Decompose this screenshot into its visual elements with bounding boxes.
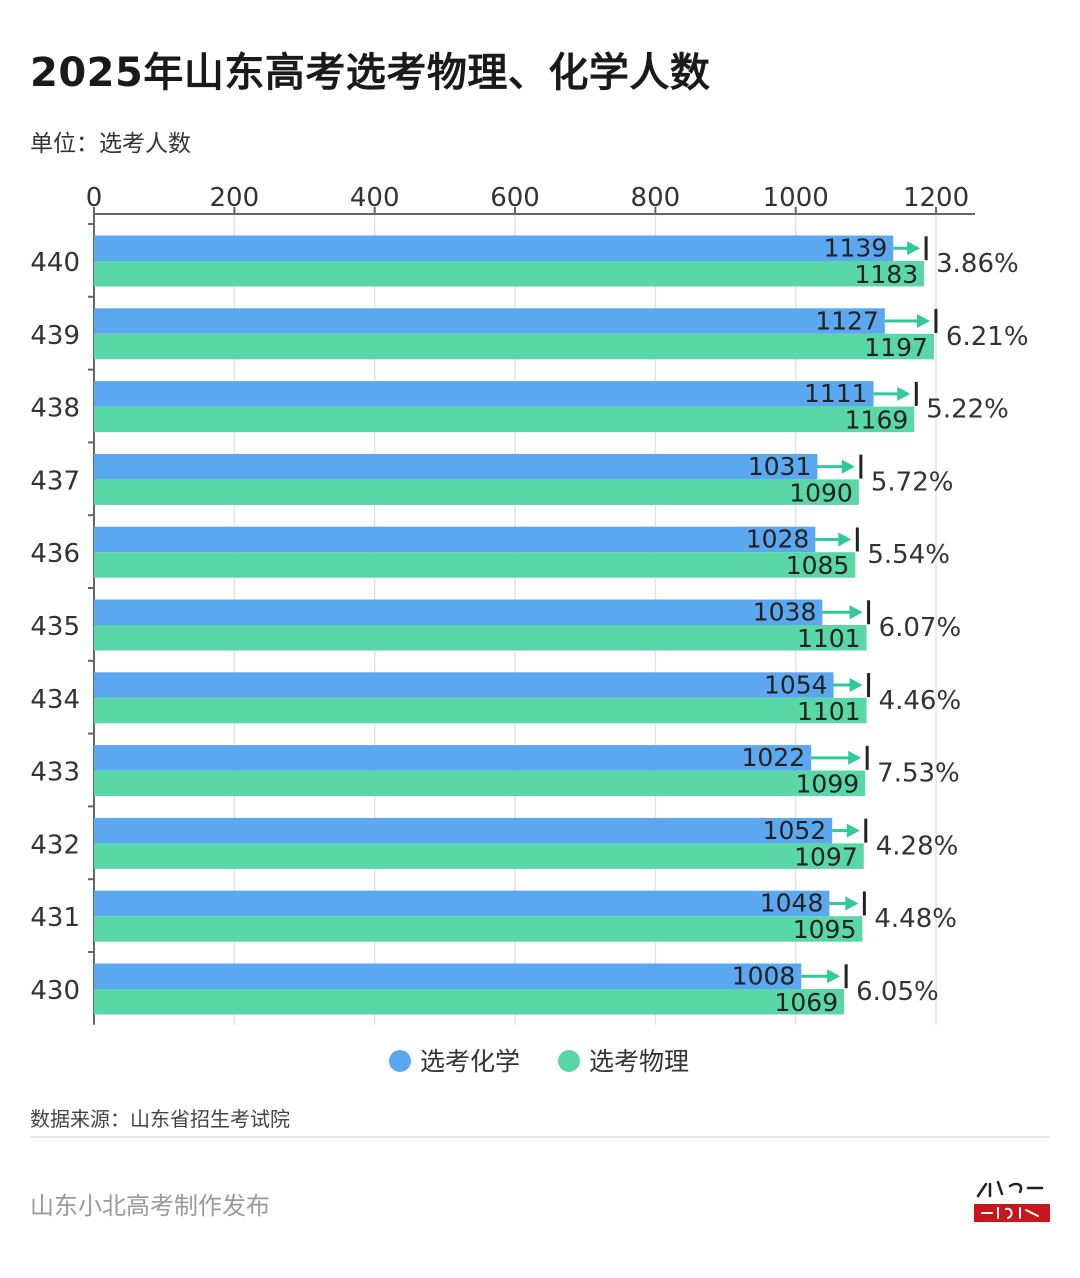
y-tick-label: 438 [30, 394, 80, 424]
growth-arrowhead [897, 386, 911, 401]
physics-bar [94, 843, 864, 869]
chemistry-bar [94, 745, 812, 771]
physics-bar [94, 479, 859, 505]
physics-bar [94, 916, 863, 942]
physics-value-label: 1197 [864, 333, 928, 362]
growth-arrowhead [849, 678, 863, 693]
physics-bar [94, 770, 866, 797]
growth-arrowhead [849, 605, 863, 620]
chemistry-value-label: 1038 [753, 598, 817, 627]
x-tick-label: 1000 [763, 183, 829, 213]
footer-divider [30, 1136, 1050, 1138]
growth-percent-label: 3.86% [936, 249, 1019, 279]
chemistry-value-label: 1008 [732, 962, 796, 991]
y-tick-label: 431 [30, 903, 80, 933]
growth-percent-label: 5.72% [871, 467, 954, 497]
growth-percent-label: 5.54% [867, 540, 950, 570]
chemistry-bar [94, 526, 816, 553]
growth-percent-label: 6.05% [856, 977, 939, 1007]
y-tick-label: 434 [30, 685, 80, 715]
physics-bar [94, 406, 915, 433]
y-tick-label: 440 [30, 248, 80, 278]
physics-value-label: 1101 [797, 697, 861, 726]
x-tick-label: 600 [490, 183, 540, 213]
chemistry-value-label: 1052 [763, 816, 827, 845]
legend-physics-label: 选考物理 [589, 1047, 689, 1076]
chemistry-value-label: 1028 [746, 525, 810, 554]
physics-value-label: 1085 [786, 551, 850, 580]
legend-physics-marker [558, 1050, 580, 1072]
growth-percent-label: 4.28% [876, 831, 959, 861]
chemistry-bar [94, 963, 802, 989]
physics-bar [94, 989, 845, 1015]
chemistry-bar [94, 599, 823, 625]
growth-percent-label: 7.53% [877, 759, 960, 789]
chemistry-value-label: 1111 [804, 379, 868, 408]
chemistry-bar [94, 817, 833, 844]
physics-value-label: 1183 [854, 260, 918, 289]
physics-value-label: 1069 [774, 988, 838, 1017]
physics-value-label: 1097 [794, 842, 858, 871]
growth-percent-label: 6.07% [879, 613, 962, 643]
growth-percent-label: 6.21% [946, 322, 1029, 352]
growth-arrowhead [838, 532, 852, 547]
unit-label: 单位：选考人数 [30, 131, 191, 157]
chemistry-value-label: 1048 [760, 889, 824, 918]
y-tick-label: 437 [30, 466, 80, 496]
x-tick-label: 200 [210, 183, 260, 213]
y-tick-label: 436 [30, 539, 80, 569]
growth-arrowhead [827, 969, 841, 984]
physics-value-label: 1095 [793, 915, 857, 944]
y-tick-label: 433 [30, 758, 80, 788]
chemistry-bar [94, 672, 834, 698]
y-tick-label: 435 [30, 612, 80, 642]
physics-value-label: 1090 [789, 478, 853, 507]
x-tick-label: 1200 [903, 183, 969, 213]
physics-bar [94, 697, 867, 724]
growth-percent-label: 4.48% [874, 904, 957, 934]
brand-logo [974, 1180, 1050, 1222]
growth-arrowhead [841, 459, 855, 474]
x-tick-label: 400 [350, 183, 400, 213]
growth-arrowhead [916, 314, 930, 329]
chemistry-bar [94, 453, 818, 480]
physics-value-label: 1101 [797, 624, 861, 653]
chemistry-value-label: 1127 [815, 306, 879, 335]
growth-percent-label: 4.46% [879, 686, 962, 716]
chart-title: 2025年山东高考选考物理、化学人数 [30, 50, 711, 96]
chemistry-bar [94, 308, 885, 334]
data-source: 数据来源：山东省招生考试院 [30, 1107, 290, 1131]
chemistry-bar [94, 235, 894, 261]
legend-chemistry-label: 选考化学 [420, 1047, 520, 1076]
x-tick-label: 800 [631, 183, 681, 213]
physics-value-label: 1099 [796, 770, 860, 799]
chemistry-value-label: 1031 [748, 452, 812, 481]
chemistry-value-label: 1139 [824, 234, 888, 263]
growth-arrowhead [907, 241, 921, 256]
physics-bar [94, 552, 856, 578]
chemistry-value-label: 1054 [764, 670, 828, 699]
physics-bar [94, 625, 867, 651]
y-tick-label: 430 [30, 976, 80, 1006]
physics-value-label: 1169 [845, 406, 909, 435]
growth-percent-label: 5.22% [926, 395, 1009, 425]
physics-bar [94, 333, 934, 360]
y-tick-label: 432 [30, 830, 80, 860]
footer-credit: 山东小北高考制作发布 [30, 1192, 270, 1220]
legend-chemistry-marker [389, 1050, 411, 1072]
y-tick-label: 439 [30, 321, 80, 351]
growth-arrowhead [848, 750, 862, 765]
chemistry-value-label: 1022 [742, 743, 806, 772]
chemistry-bar [94, 890, 830, 917]
x-tick-label: 0 [86, 183, 103, 213]
growth-arrowhead [846, 823, 860, 838]
physics-bar [94, 261, 925, 287]
growth-arrowhead [845, 896, 859, 911]
chemistry-bar [94, 381, 874, 407]
